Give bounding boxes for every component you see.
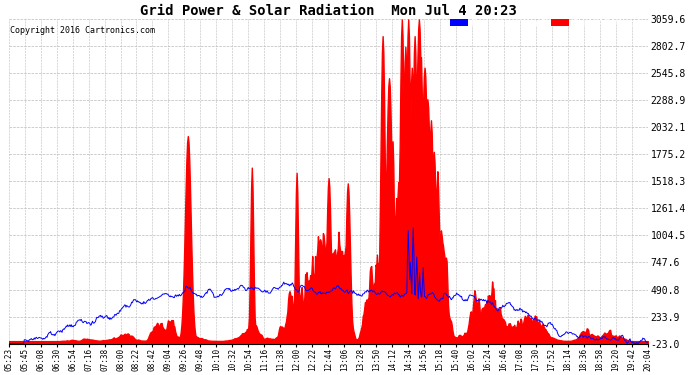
Title: Grid Power & Solar Radiation  Mon Jul 4 20:23: Grid Power & Solar Radiation Mon Jul 4 2… [140,4,517,18]
Text: Copyright 2016 Cartronics.com: Copyright 2016 Cartronics.com [10,26,155,35]
Legend: Radiation (W/m2), Grid (AC Watts): Radiation (W/m2), Grid (AC Watts) [448,17,643,29]
